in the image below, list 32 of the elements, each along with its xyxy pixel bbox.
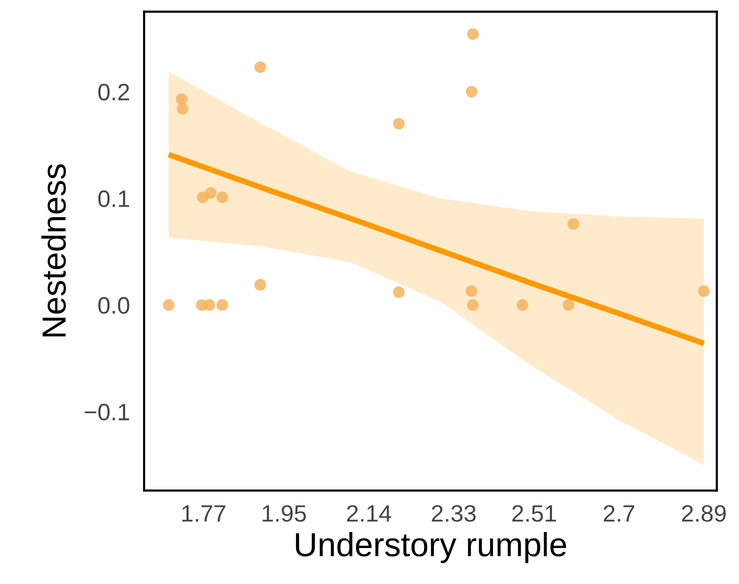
x-tick-label: 2.89	[682, 505, 726, 522]
point	[466, 285, 478, 297]
point	[204, 299, 216, 311]
x-tick-label: 2.33	[432, 505, 476, 522]
point	[162, 299, 174, 311]
x-tick-label: 2.7	[604, 505, 634, 522]
point	[392, 118, 405, 130]
x-tick-label: 2.51	[512, 505, 556, 522]
point	[392, 286, 405, 298]
point	[254, 61, 266, 73]
point	[568, 218, 580, 230]
point	[176, 102, 188, 115]
point	[467, 299, 479, 311]
point	[562, 299, 574, 311]
y-tick-label: 0.1	[98, 190, 130, 208]
x-tick-label: 2.14	[347, 505, 392, 522]
point	[204, 187, 216, 199]
point	[216, 191, 228, 204]
point	[698, 285, 710, 297]
point	[467, 28, 479, 40]
x-tick-label: 1.95	[262, 505, 306, 522]
y-tick-label: 0.0	[98, 297, 130, 314]
y-axis-title: Nestedness	[41, 164, 66, 336]
x-axis-title: Understory rumple	[296, 532, 566, 564]
point	[176, 93, 188, 105]
y-tick-label: −0.1	[84, 404, 130, 420]
point	[254, 278, 266, 291]
point	[216, 299, 228, 311]
point	[516, 299, 528, 311]
y-tick-label: 0.2	[98, 84, 130, 100]
x-tick-label: 1.77	[182, 505, 226, 522]
point	[466, 86, 478, 98]
